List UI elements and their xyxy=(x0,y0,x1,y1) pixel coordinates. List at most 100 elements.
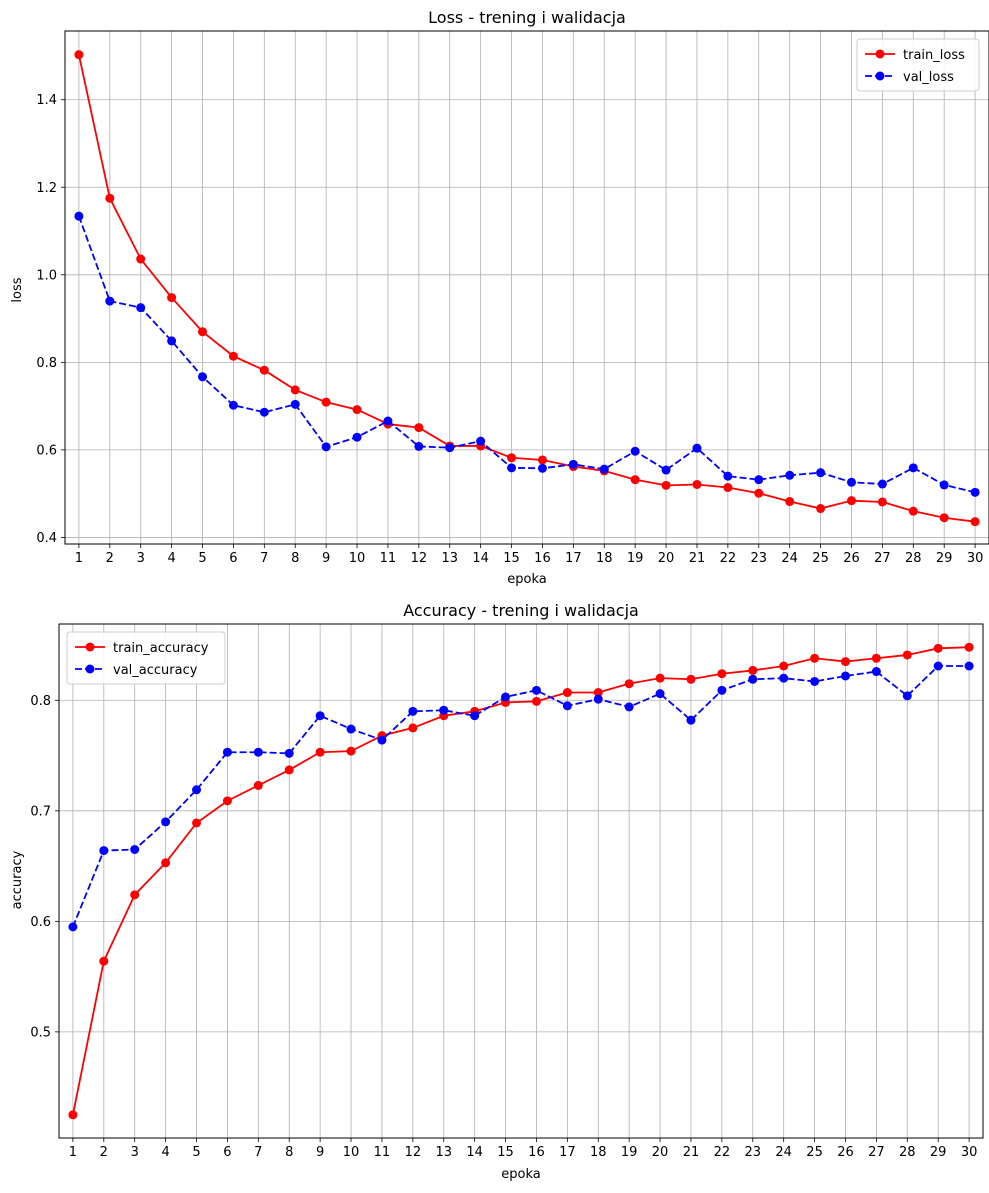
legend-label: train_loss xyxy=(903,48,965,63)
y-tick-label: 0.8 xyxy=(30,694,51,709)
x-tick-label: 25 xyxy=(806,1145,823,1160)
data-point xyxy=(167,293,177,303)
series-line xyxy=(78,215,976,494)
x-tick-label: 20 xyxy=(658,551,675,566)
data-point xyxy=(476,436,486,446)
grid xyxy=(59,624,983,1138)
data-point xyxy=(816,504,826,514)
x-tick-label: 22 xyxy=(714,1145,731,1160)
data-point xyxy=(414,441,424,451)
data-point xyxy=(408,723,418,733)
series-train_loss xyxy=(74,50,980,527)
data-point xyxy=(346,724,356,734)
data-point xyxy=(846,496,856,506)
data-point xyxy=(439,705,449,715)
x-tick-label: 12 xyxy=(405,1145,422,1160)
x-tick-label: 19 xyxy=(627,551,644,566)
legend-marker xyxy=(85,664,95,674)
data-point xyxy=(531,696,541,706)
legend-label: val_loss xyxy=(903,70,954,85)
data-point xyxy=(501,692,511,702)
legend: train_loss val_loss xyxy=(856,38,980,92)
x-tick-label: 6 xyxy=(229,551,237,566)
x-tick-label: 14 xyxy=(472,551,489,566)
x-tick-label: 17 xyxy=(559,1145,576,1160)
data-point xyxy=(933,643,943,653)
data-point xyxy=(908,463,918,473)
legend-marker xyxy=(875,71,885,81)
x-tick-label: 24 xyxy=(781,551,798,566)
data-point xyxy=(686,674,696,684)
x-tick-label: 8 xyxy=(285,1145,293,1160)
data-point xyxy=(871,667,881,677)
x-tick-label: 27 xyxy=(868,1145,885,1160)
data-point xyxy=(754,475,764,485)
x-tick-label: 11 xyxy=(374,1145,391,1160)
y-tick-label: 1.2 xyxy=(36,181,57,196)
data-point xyxy=(686,715,696,725)
series-line xyxy=(78,54,976,523)
x-tick-label: 1 xyxy=(69,1145,77,1160)
data-point xyxy=(161,817,171,827)
x-tick-label: 7 xyxy=(260,551,268,566)
y-tick-label: 0.7 xyxy=(30,804,51,819)
data-point xyxy=(507,463,517,473)
x-tick-label: 24 xyxy=(775,1145,792,1160)
legend-marker xyxy=(875,49,885,59)
series-line xyxy=(72,665,970,928)
data-point xyxy=(779,661,789,671)
data-point xyxy=(748,674,758,684)
data-point xyxy=(192,785,202,795)
x-axis-label: epoka xyxy=(501,1167,540,1182)
data-point xyxy=(785,470,795,480)
data-point xyxy=(290,385,300,395)
data-point xyxy=(470,711,480,721)
data-point xyxy=(74,211,84,221)
data-point xyxy=(562,701,572,711)
data-point xyxy=(871,653,881,663)
legend-box xyxy=(856,38,980,92)
x-tick-label: 15 xyxy=(497,1145,514,1160)
x-tick-label: 4 xyxy=(161,1145,169,1160)
data-point xyxy=(315,747,325,757)
data-point xyxy=(99,846,109,856)
data-point xyxy=(816,468,826,478)
data-point xyxy=(377,735,387,745)
data-point xyxy=(630,475,640,485)
x-tick-label: 9 xyxy=(322,551,330,566)
x-tick-label: 17 xyxy=(565,551,582,566)
axes-frame xyxy=(58,623,984,1139)
data-point xyxy=(840,657,850,667)
x-tick-label: 27 xyxy=(874,551,891,566)
y-tick-label: 0.5 xyxy=(30,1025,51,1040)
x-tick-label: 1 xyxy=(75,551,83,566)
legend-label: val_accuracy xyxy=(113,663,198,678)
legend: train_accuracy val_accuracy xyxy=(66,631,226,685)
data-point xyxy=(259,407,269,417)
x-tick-label: 12 xyxy=(411,551,428,566)
x-tick-label: 5 xyxy=(198,551,206,566)
data-point xyxy=(846,477,856,487)
data-point xyxy=(222,796,232,806)
data-point xyxy=(754,488,764,498)
data-point xyxy=(352,405,362,415)
data-point xyxy=(99,956,109,966)
x-tick-label: 13 xyxy=(435,1145,452,1160)
data-point xyxy=(655,673,665,683)
grid xyxy=(65,31,989,544)
y-tick-label: 1.4 xyxy=(36,93,57,108)
data-point xyxy=(593,694,603,704)
legend-label: train_accuracy xyxy=(113,641,209,656)
data-point xyxy=(321,442,331,452)
data-point xyxy=(222,747,232,757)
data-point xyxy=(68,1110,78,1120)
data-point xyxy=(970,487,980,497)
data-point xyxy=(624,702,634,712)
data-point xyxy=(228,400,238,410)
data-point xyxy=(568,459,578,469)
x-tick-label: 29 xyxy=(936,551,953,566)
series-val_loss xyxy=(74,211,980,497)
x-tick-label: 10 xyxy=(343,1145,360,1160)
data-point xyxy=(105,193,115,203)
